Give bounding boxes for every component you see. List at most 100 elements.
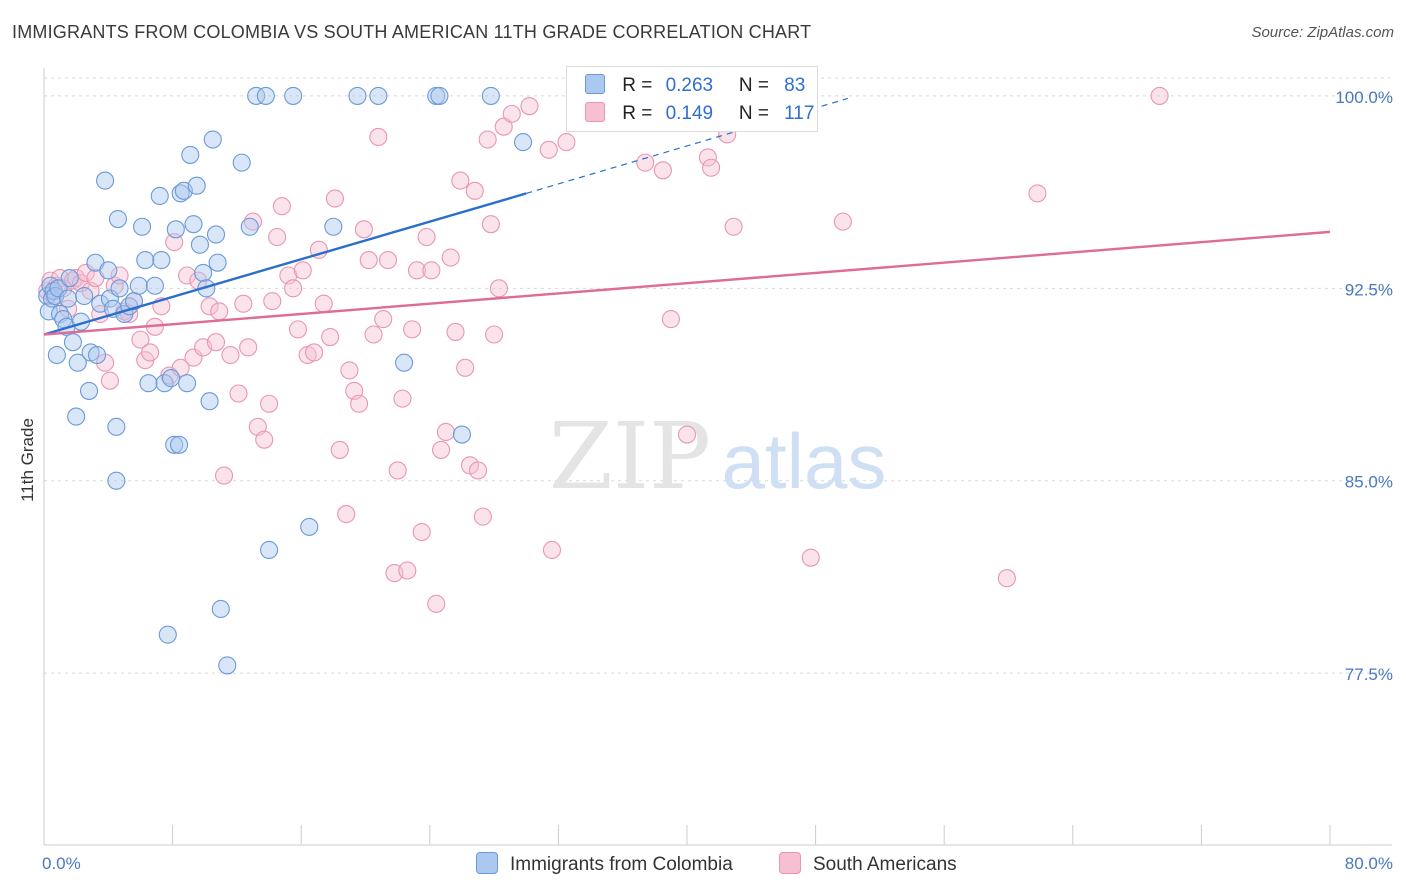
south-americans-point [141,343,160,362]
south-americans-point [417,227,436,247]
south-americans-point [636,153,655,172]
colombia-point [181,145,200,164]
legend-r-value: 0.263 [665,75,714,96]
source-credit: Source: ZipAtlas.com [1251,24,1394,41]
colombia-point [60,269,79,288]
colombia-point [139,374,158,393]
south-americans-point [321,328,340,347]
colombia-point [369,86,388,105]
colombia-point [79,381,99,400]
south-americans-trend-line [43,230,1331,336]
colombia-point [259,540,279,560]
south-americans-point [67,269,86,288]
legend-n-label: N = [738,75,769,96]
bottom-legend-label-colombia: Immigrants from Colombia [510,854,733,875]
x-tick-labels: 0.0% 80.0% [42,854,1393,873]
south-americans-point [702,158,721,177]
south-americans-point [1028,184,1047,203]
colombia-point [133,217,152,236]
colombia-point [59,289,78,308]
colombia-point [165,435,184,454]
colombia-point [208,253,227,272]
colombia-point [348,86,367,105]
south-americans-point [305,343,324,362]
y-axis-label: 11th Grade [18,418,37,502]
south-americans-point [340,361,359,380]
south-americans-point [557,133,576,152]
south-americans-point [359,251,378,270]
south-americans-point [369,127,388,147]
colombia-point [136,251,155,270]
legend-r-label: R = [622,75,653,96]
colombia-point [107,417,126,436]
watermark-atlas: atlas [722,417,887,505]
colombia-point [256,86,275,105]
south-americans-point [272,197,291,216]
legend-n-value: 117 [784,103,815,124]
y-tick-label: 92.5% [1345,280,1393,299]
colombia-point [206,225,226,244]
legend-r-value: 0.149 [665,103,714,124]
south-americans-point [110,266,129,285]
colombia-point [240,217,259,236]
colombia-point [190,235,209,254]
colombia-point [129,276,148,295]
south-americans-point [465,181,484,200]
legend-swatch-blue [585,74,605,94]
colombia-point [75,286,94,306]
colombia-trend-line [43,192,527,336]
colombia-point [150,186,169,206]
south-americans-point [354,220,373,239]
south-americans-point [330,440,349,459]
bottom-legend-colombia: Immigrants from Colombia [476,852,733,876]
south-americans-point [263,292,282,311]
legend-row-south-americans: R = 0.149 N = 117 [585,102,814,128]
colombia-point [395,353,414,372]
correlation-legend: R = 0.263 N = 83 R = 0.149 N = 117 [566,66,818,132]
south-americans-point [441,248,460,267]
colombia-point [324,217,343,236]
south-americans-point [478,130,497,149]
south-americans-point [412,522,431,542]
south-americans-point [206,333,226,352]
colombia-point [218,656,237,675]
colombia-point [211,599,230,619]
colombia-point [169,435,189,454]
south-americans-point [489,279,508,298]
colombia-point [145,276,164,295]
colombia-point [430,86,449,105]
south-americans-point [446,322,465,341]
colombia-point [171,184,190,203]
south-americans-point [268,227,287,247]
south-americans-point [451,171,470,190]
colombia-point [68,353,87,372]
south-americans-point [677,425,697,444]
bottom-legend-swatch-pink [779,852,801,874]
colombia-point [99,261,118,280]
south-americans-point [200,297,219,316]
south-americans-point [364,325,383,344]
south-americans-point [398,561,417,580]
legend-swatch-pink [585,102,605,122]
south-americans-point [485,325,504,344]
south-americans-point [494,117,513,136]
colombia-point [247,86,266,105]
colombia-point [67,407,86,426]
y-tick-label: 77.5% [1345,665,1393,684]
colombia-point [96,171,115,190]
bottom-legend-south-americans: South Americans [779,852,957,876]
colombia-point [63,333,82,352]
y-tick-label: 85.0% [1345,473,1393,492]
south-americans-point [432,440,451,459]
south-americans-point [473,507,492,526]
watermark-zip: ZIP [549,403,711,510]
colombia-point [203,130,222,149]
south-americans-point [436,422,455,442]
colombia-point [194,263,213,282]
legend-n-label: N = [738,103,769,124]
colombia-point [166,220,185,239]
colombia-point [47,345,66,365]
watermark: ZIP atlas [549,403,886,510]
south-americans-points [38,86,1169,613]
south-americans-point [234,294,253,313]
